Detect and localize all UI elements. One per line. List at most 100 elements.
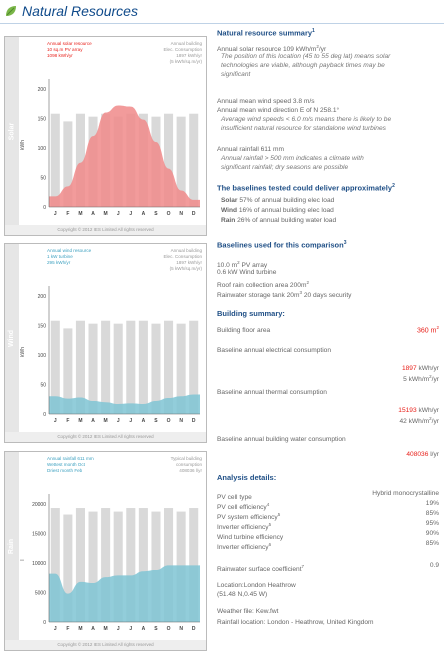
consumption-bar — [189, 508, 199, 622]
analysis-row: Inverter efficiency6 — [217, 542, 272, 552]
legend-right-text: Typical building — [171, 456, 203, 461]
consumption-bar — [88, 323, 98, 414]
legend-right-text: Annual building — [171, 41, 203, 46]
analysis-value: 95% — [425, 520, 439, 527]
consumption-bar — [138, 320, 148, 414]
solar-sidebar: Solar — [5, 37, 19, 225]
y-tick-label: 10000 — [32, 561, 46, 567]
water-consumption-value: 408036 l/yr — [406, 451, 439, 458]
y-axis-label: l — [20, 559, 26, 560]
analysis-row: Inverter efficiency5 — [217, 522, 272, 532]
legend-left-text: Driest month Feb — [47, 468, 83, 473]
x-tick-label: S — [154, 418, 158, 424]
analysis-row: PV cell type — [217, 494, 252, 502]
x-tick-label: J — [117, 211, 120, 217]
legend-left-text: Annual wind resource — [47, 248, 92, 253]
leaf-logo-icon — [4, 4, 18, 18]
resource-area — [49, 394, 200, 414]
x-tick-label: D — [192, 211, 196, 217]
consumption-bar — [63, 121, 73, 207]
legend-right-text: (5 kWh/sq.m/yr) — [170, 59, 203, 64]
consumption-bar — [164, 508, 174, 622]
x-tick-label: A — [142, 418, 146, 424]
analysis-value: 85% — [425, 540, 439, 547]
analysis-row: PV system efficiency5 — [217, 512, 281, 522]
wind-note: Average wind speeds < 6.0 m/s means ther… — [221, 116, 392, 132]
analysis-value: 85% — [425, 510, 439, 517]
legend-left-text: 295 kWh/yr — [47, 260, 71, 265]
rainfall-location-text: Rainfall location: London - Heathrow, Un… — [217, 619, 374, 626]
wind-direction-text: Annual mean wind direction E of N 258.1° — [217, 107, 340, 114]
legend-left-text: 1 kW turbine — [47, 254, 73, 259]
x-tick-label: J — [129, 211, 132, 217]
legend-left-text: 10 sq.m PV array — [47, 47, 83, 52]
y-tick-label: 0 — [43, 412, 46, 418]
header-divider — [0, 23, 444, 24]
x-tick-label: D — [192, 418, 196, 424]
x-tick-label: J — [54, 211, 57, 217]
analysis-row: PV cell efficiency4 — [217, 502, 270, 512]
consumption-bar — [75, 508, 85, 622]
x-tick-label: N — [179, 211, 183, 217]
x-tick-label: M — [78, 211, 82, 217]
x-tick-label: A — [91, 211, 95, 217]
deliver-wind: Wind 16% of annual building elec load — [221, 207, 334, 214]
x-tick-label: D — [192, 626, 196, 632]
x-tick-label: N — [179, 418, 183, 424]
x-tick-label: A — [142, 211, 146, 217]
y-tick-label: 15000 — [32, 531, 46, 537]
legend-right-text: 408036 l/yr — [179, 468, 202, 473]
consumption-bar — [189, 320, 199, 414]
consumption-bar — [101, 508, 111, 622]
x-tick-label: M — [104, 626, 108, 632]
x-tick-label: M — [78, 626, 82, 632]
legend-right-text: consumption — [176, 462, 202, 467]
solar-copyright: Copyright © 2012 IES Limited All rights … — [5, 225, 206, 235]
consumption-bar — [151, 323, 161, 414]
consumption-bar — [176, 323, 186, 414]
runoff-value: 0.9 — [429, 562, 439, 569]
solar-note: The position of this location (45 to 55 … — [221, 53, 391, 78]
elec-consumption-intensity: 5 kWh/m2/yr — [403, 374, 439, 384]
y-tick-label: 50 — [40, 382, 46, 388]
x-tick-label: J — [129, 626, 132, 632]
x-tick-label: J — [129, 418, 132, 424]
baseline-pv: 10.0 m2 PV array — [217, 260, 268, 270]
y-tick-label: 20000 — [32, 502, 46, 508]
x-tick-label: J — [117, 418, 120, 424]
consumption-bar — [50, 508, 60, 622]
consumption-bar — [88, 511, 98, 622]
x-tick-label: A — [142, 626, 146, 632]
consumption-bar — [50, 320, 60, 414]
wind-sidebar-label: Wind — [8, 329, 16, 347]
wind-speed-text: Annual mean wind speed 3.8 m/s — [217, 98, 315, 105]
x-tick-label: F — [66, 418, 69, 424]
legend-left-text: Annual rainfall 611 mm — [47, 456, 94, 461]
x-tick-label: S — [154, 211, 158, 217]
deliver-solar: Solar 57% of annual building elec load — [221, 197, 335, 204]
baseline-tank: Rainwater storage tank 20m3 20 days secu… — [217, 290, 352, 300]
thermal-consumption-label: Baseline annual thermal consumption — [217, 389, 327, 396]
summary-title: Natural resource summary1 — [217, 28, 315, 38]
resource-area — [49, 565, 200, 622]
resource-area — [49, 105, 200, 207]
consumption-bar — [176, 116, 186, 207]
solar-sidebar-label: Solar — [8, 122, 16, 140]
y-tick-label: 150 — [38, 323, 47, 329]
analysis-title: Analysis details: — [217, 473, 277, 482]
y-tick-label: 100 — [38, 353, 47, 359]
consumption-bar — [63, 514, 73, 622]
location-text: Location:London Heathrow — [217, 582, 296, 589]
y-tick-label: 5000 — [35, 590, 46, 596]
x-tick-label: O — [167, 626, 171, 632]
x-tick-label: J — [54, 626, 57, 632]
legend-left-text: 1098 kWh/yr — [47, 53, 73, 58]
elec-consumption-value: 1897 kWh/yr — [401, 365, 439, 372]
legend-right-text: Elec. Consumption — [163, 47, 202, 52]
page-title: Natural Resources — [22, 3, 138, 19]
analysis-value: 19% — [425, 500, 439, 507]
y-tick-label: 200 — [38, 294, 47, 300]
thermal-consumption-intensity: 42 kWh/m2/yr — [399, 416, 439, 426]
rainfall-text: Annual rainfall 611 mm — [217, 146, 284, 153]
